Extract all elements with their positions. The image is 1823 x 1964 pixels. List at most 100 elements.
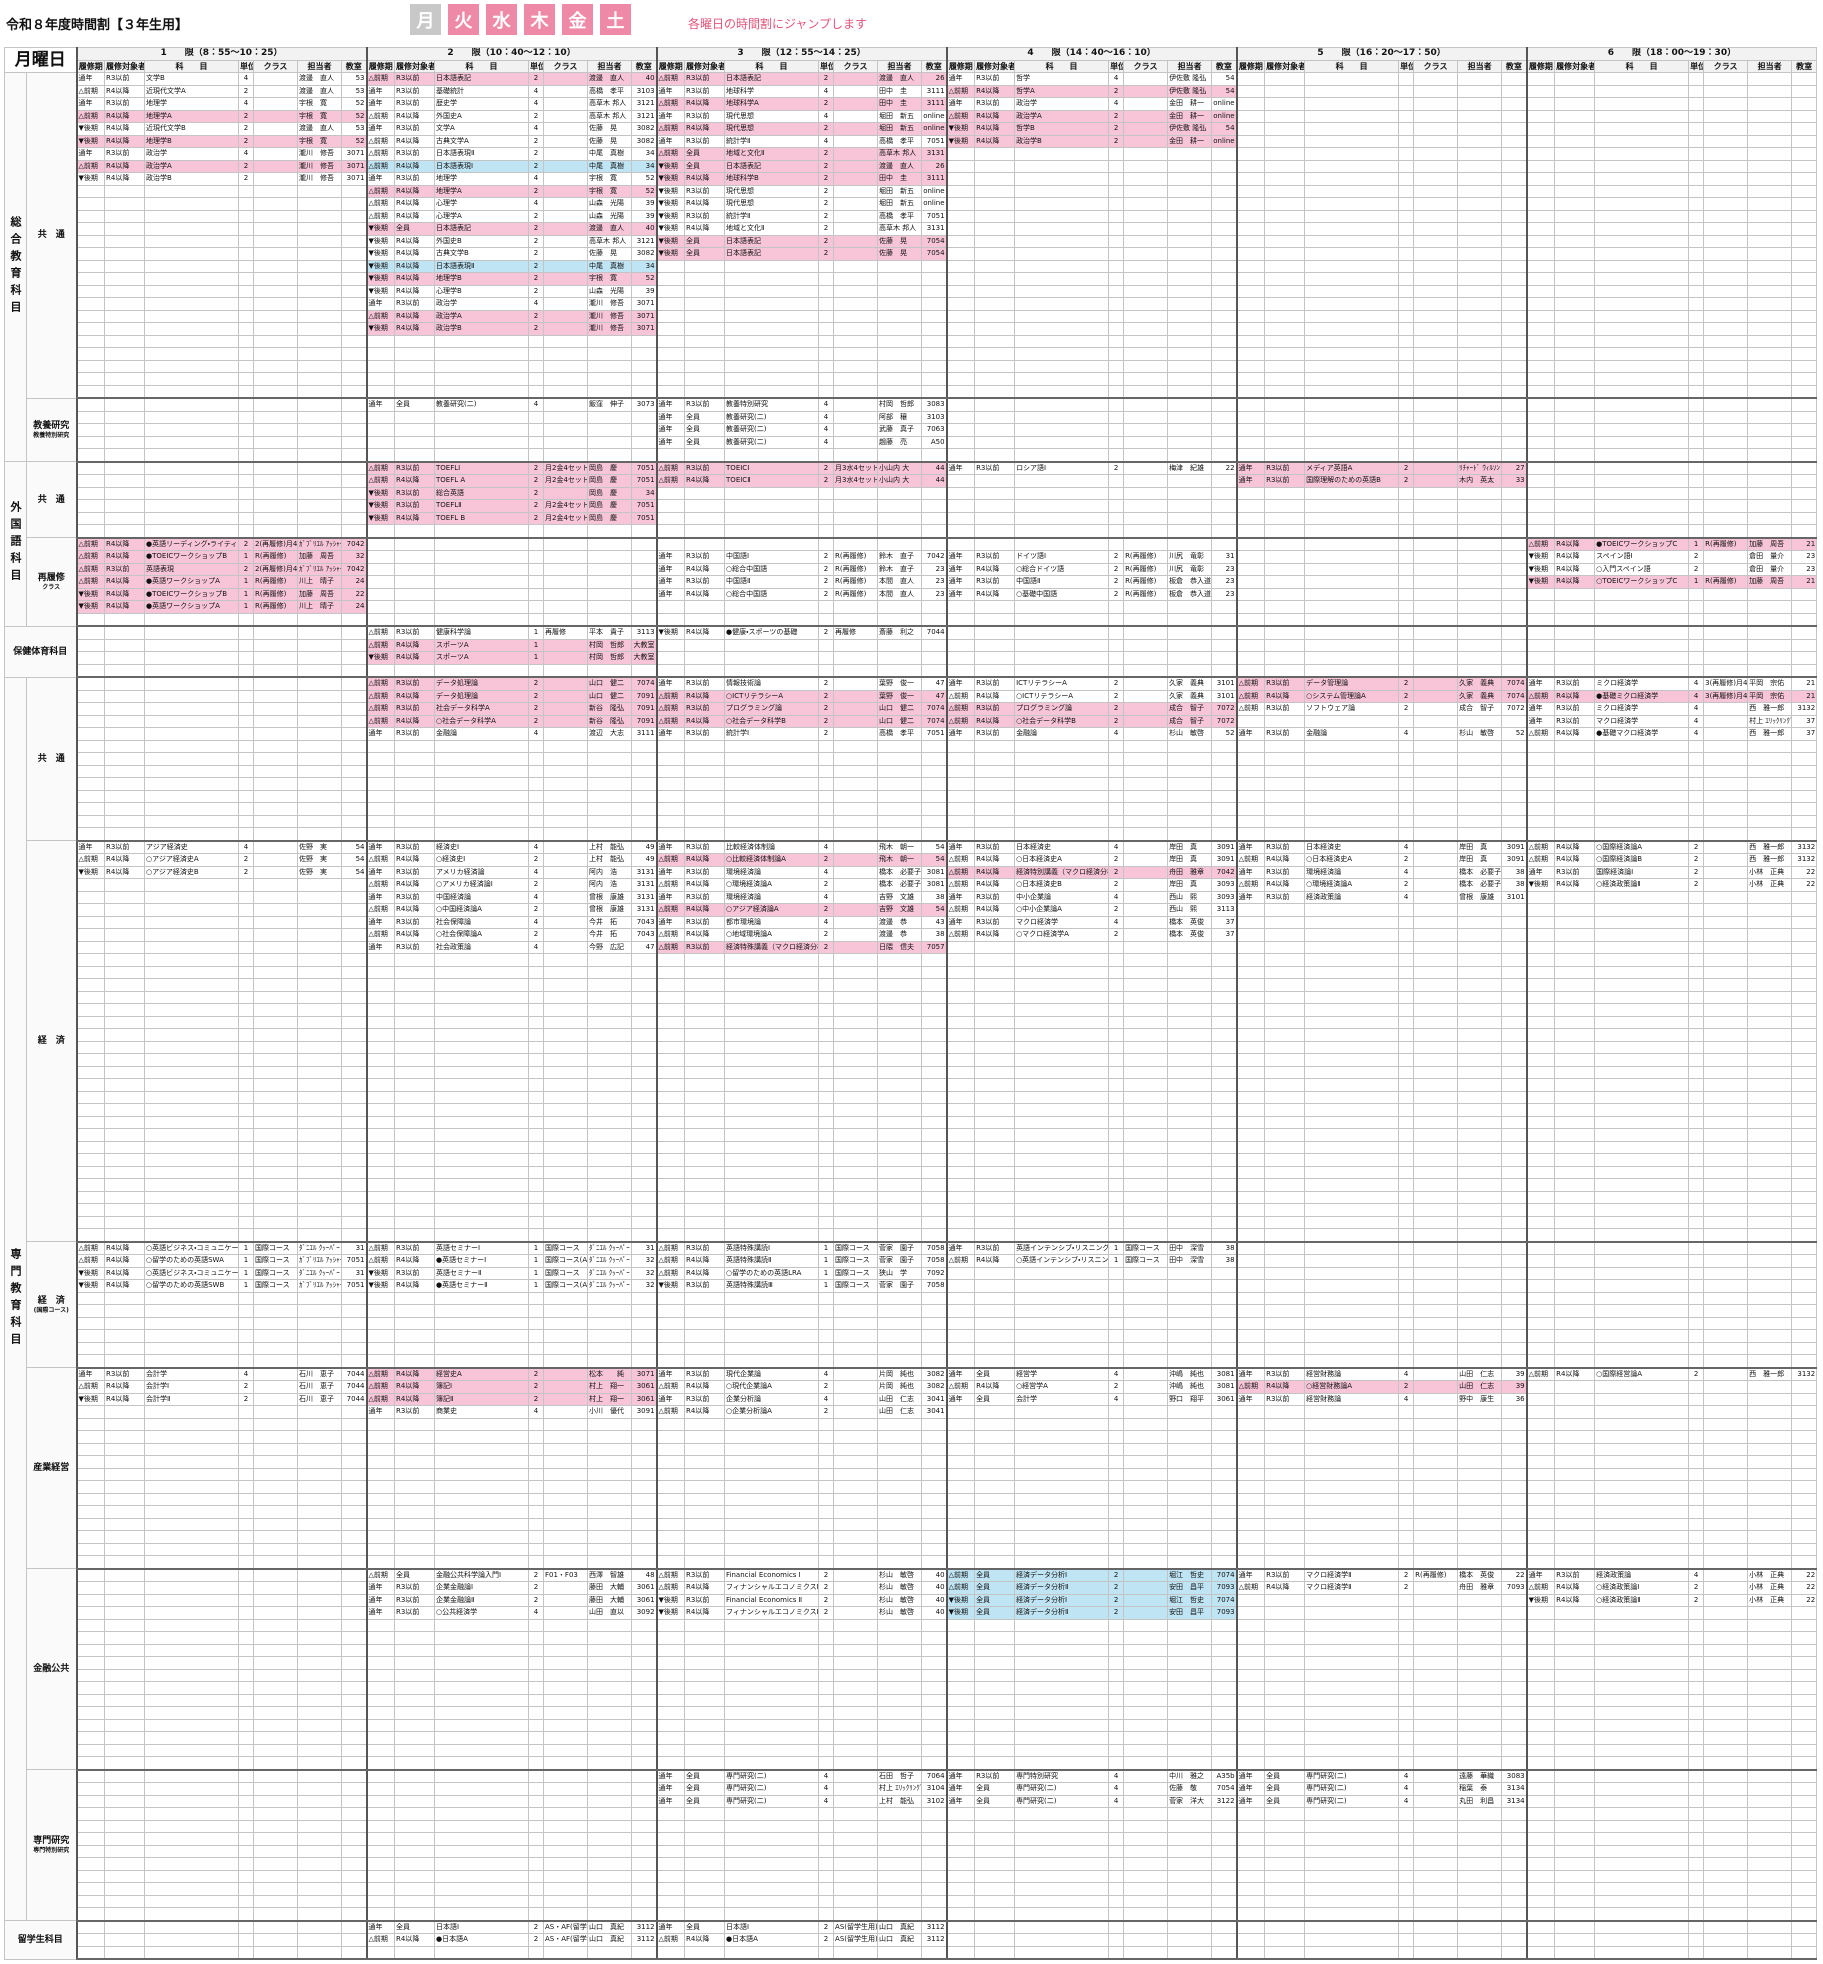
cell [724,802,820,816]
cell [1525,486,1556,500]
cell: 2 [528,499,544,513]
day-tab[interactable]: 木 [524,4,555,35]
cell [1235,1065,1266,1079]
cell [1747,1165,1793,1179]
cell: 山森 光陽 [587,284,632,298]
cell [1123,284,1169,298]
cell [724,638,820,652]
cell [945,651,976,665]
cell: R4以降 [104,159,145,173]
cell [1014,1279,1110,1293]
cell [1525,1165,1556,1179]
cell [833,334,879,348]
cell [833,1103,879,1117]
cell: 39 [1501,1367,1528,1381]
cell [144,1215,239,1229]
cell [974,435,1016,449]
cell [945,222,976,236]
cell [1703,372,1749,386]
cell [75,1228,105,1243]
cell: ▼後期 [655,197,686,211]
cell [297,1153,342,1167]
cell [1235,1417,1266,1431]
cell [1747,1015,1793,1029]
cell: ▼後期 [365,222,395,236]
cell [341,1090,367,1104]
cell: 2 [238,1392,254,1406]
cell [341,739,367,753]
day-tab[interactable]: 火 [448,4,479,35]
cell [630,524,658,539]
cell [1014,1291,1110,1305]
cell [528,1128,544,1142]
row: △前期 R4以降 データ処理論 2 山口 健二 7091 △前期 R4以降 ○ICTリテラシーA… [5,689,1818,703]
cell [974,1190,1016,1204]
cell [1123,965,1169,979]
cell: 2 [1108,550,1125,564]
cell [75,524,105,539]
cell [1747,1003,1793,1017]
row: 外国語科目共 通 △前期 R3以前 TOEFLⅠ 2 月2金4セット 岡島 慶 7051 △前期… [4,461,1818,627]
cell [75,651,105,665]
cell [1211,1480,1238,1494]
cell [1264,1140,1306,1154]
cell [528,1003,544,1017]
day-tab[interactable]: 土 [600,4,631,35]
cell [1457,1165,1503,1179]
cell [1123,1228,1169,1243]
cell [528,1053,544,1067]
cell: 7042 [1211,865,1238,879]
cell [1688,122,1705,136]
cell [144,625,239,640]
cell [1594,423,1690,437]
cell [1413,1015,1459,1029]
cell [1108,159,1125,173]
cell [365,1090,395,1104]
cell [1457,1090,1503,1104]
day-tab[interactable]: 金 [562,4,593,35]
cell: 加藤 周吾 [1747,575,1793,589]
cell [1594,990,1690,1004]
cell [1123,1442,1169,1456]
cell: ドイツ語Ⅰ [1014,550,1110,564]
cell [974,1040,1016,1054]
cell [341,511,367,525]
cell [1688,1040,1705,1054]
cell: 高橋 孝平 [877,209,923,223]
cell [1747,1078,1793,1092]
cell: 通年 [655,587,686,601]
cell [974,965,1016,979]
cell [1235,1128,1266,1142]
cell [630,764,658,778]
cell: △前期 [1235,702,1266,716]
cell [297,423,342,437]
day-tab[interactable]: 月 [410,4,441,35]
cell [144,953,239,967]
cell: 54 [1211,122,1238,136]
cell: R4以降 [1554,840,1596,854]
cell [818,990,835,1004]
day-tab[interactable]: 水 [486,4,517,35]
cell: 西 雅一郎 [1747,727,1793,741]
cell [1554,814,1596,828]
cell: 中国語Ⅱ [724,575,820,589]
cell [974,777,1016,791]
cell [945,1215,976,1229]
cell [1413,965,1459,979]
cell [921,1354,948,1369]
cell [1264,827,1306,842]
cell [144,184,239,198]
cell [945,814,976,828]
cell: R4以降 [974,928,1016,942]
cell [1108,1065,1125,1079]
cell [684,1153,726,1167]
cell [1594,1040,1690,1054]
cell [921,309,948,323]
cell: 宇根 寛 [297,97,342,111]
cell [297,1128,342,1142]
cell: ｶﾞﾌﾞﾘｴﾙ ｱｯｼｬｰ [297,537,342,551]
cell: 橋本 英俊 [1167,928,1213,942]
cell [253,1405,298,1419]
cell [543,1215,588,1229]
cell [1413,309,1459,323]
